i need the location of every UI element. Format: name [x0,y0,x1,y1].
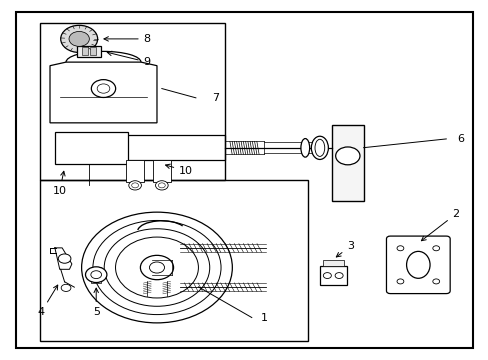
Circle shape [396,246,403,251]
Text: 2: 2 [421,209,459,241]
Circle shape [85,267,107,283]
Bar [91,267,101,283]
Bar [55,132,127,164]
Bar [331,125,363,202]
Bar [77,46,101,57]
Bar [122,135,224,160]
Text: 10: 10 [165,164,193,176]
Circle shape [140,255,173,280]
Circle shape [149,262,164,273]
Circle shape [69,31,89,46]
Bar [153,159,170,182]
Text: 7: 7 [211,93,219,103]
Circle shape [81,212,232,323]
Circle shape [432,246,439,251]
Ellipse shape [406,251,429,278]
Circle shape [131,183,138,188]
Bar [319,266,346,285]
Circle shape [61,25,98,53]
Bar [40,23,224,180]
Text: 1: 1 [260,312,267,323]
Circle shape [155,181,168,190]
Circle shape [432,279,439,284]
Circle shape [335,147,359,165]
Text: 5: 5 [93,288,100,317]
Ellipse shape [311,136,328,159]
Circle shape [396,279,403,284]
Bar [90,48,96,55]
Bar [40,180,307,341]
Circle shape [97,84,110,93]
Circle shape [91,80,116,98]
Polygon shape [50,62,157,123]
Text: 4: 4 [38,285,58,317]
Text: 9: 9 [107,51,150,67]
Bar [126,159,143,182]
Circle shape [58,254,71,263]
Ellipse shape [314,139,324,157]
Bar [322,260,343,266]
Circle shape [158,183,165,188]
Circle shape [128,181,141,190]
Text: 10: 10 [53,171,66,196]
Circle shape [334,273,343,279]
Ellipse shape [300,139,309,157]
Text: 6: 6 [456,134,464,144]
Text: 8: 8 [104,34,150,44]
Circle shape [61,284,71,292]
Text: 3: 3 [336,241,353,257]
Circle shape [323,273,331,279]
FancyBboxPatch shape [386,236,449,294]
Circle shape [91,271,102,279]
Bar [81,48,87,55]
